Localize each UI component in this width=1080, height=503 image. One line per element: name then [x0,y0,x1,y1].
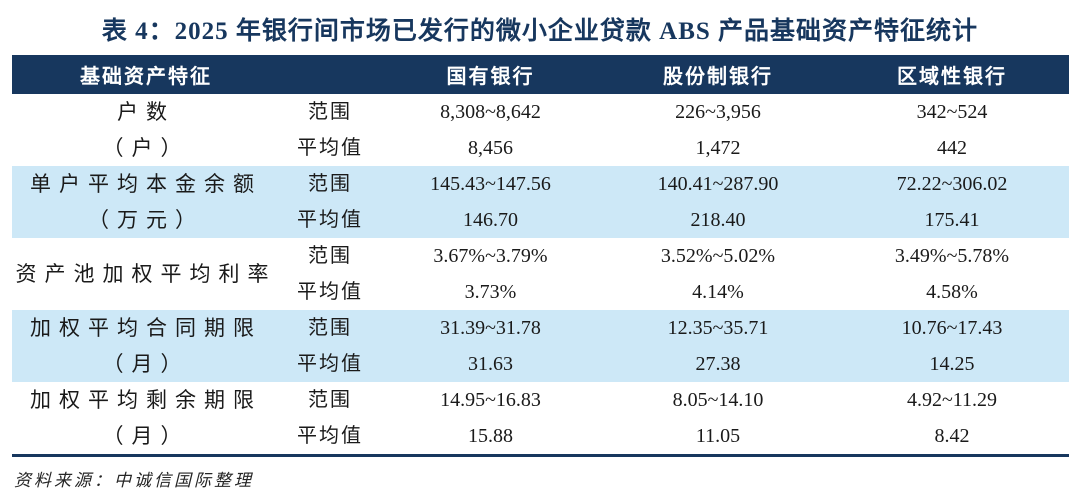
table-header-row: 基础资产特征 国有银行 股份制银行 区域性银行 [12,55,1069,94]
value-cell: 15.88 [380,418,601,456]
row-group-avg-principal-balance: 单户平均本金余额 （万元） 范围 145.43~147.56 140.41~28… [12,166,1069,238]
value-cell: 72.22~306.02 [835,166,1069,202]
value-cell: 442 [835,130,1069,166]
value-cell: 4.58% [835,274,1069,310]
value-cell: 3.67%~3.79% [380,238,601,274]
row-label-weighted-avg-contract-term: 加权平均合同期限 （月） [12,310,280,382]
row-label-unit: （月） [102,352,190,376]
value-cell: 8,308~8,642 [380,94,601,130]
table-title: 表 4：2025 年银行间市场已发行的微小企业贷款 ABS 产品基础资产特征统计 [101,18,979,45]
stat-label-avg: 平均值 [280,130,380,166]
row-label-household-count: 户数 （户） [12,94,280,166]
row-label-unit: （户） [102,136,190,160]
value-cell: 8,456 [380,130,601,166]
value-cell: 8.05~14.10 [601,382,835,418]
row-label-weighted-avg-rate: 资产池加权平均利率 [12,238,280,310]
column-header-stat [280,55,380,94]
stat-label-range: 范围 [280,166,380,202]
column-header-feature: 基础资产特征 [12,55,280,94]
table-row: 加权平均合同期限 （月） 范围 31.39~31.78 12.35~35.71 … [12,310,1069,382]
value-cell: 11.05 [601,418,835,456]
stat-label-avg: 平均值 [280,274,380,310]
table-row: 平均值 31.63 27.38 14.25 [12,346,1069,382]
value-cell: 14.25 [835,346,1069,382]
value-cell: 10.76~17.43 [835,310,1069,346]
value-cell: 31.63 [380,346,601,382]
table-container: 基础资产特征 国有银行 股份制银行 区域性银行 户数 （户） 范围 8,308~… [12,55,1069,457]
table-row: 单户平均本金余额 （万元） 范围 145.43~147.56 140.41~28… [12,166,1069,238]
row-label-name: 单户平均本金余额 [30,172,262,196]
table-row: 加权平均剩余期限 （月） 范围 14.95~16.83 8.05~14.10 4… [12,382,1069,456]
value-cell: 1,472 [601,130,835,166]
row-label-unit: （万元） [88,208,204,232]
stat-label-range: 范围 [280,94,380,130]
stat-label-avg: 平均值 [280,418,380,456]
table-row: 资产池加权平均利率 范围 3.67%~3.79% 3.52%~5.02% 3.4… [12,238,1069,310]
stat-label-range: 范围 [280,310,380,346]
value-cell: 146.70 [380,202,601,238]
row-label-unit: （月） [102,424,190,448]
value-cell: 3.73% [380,274,601,310]
row-label-name: 资产池加权平均利率 [15,262,277,286]
value-cell: 4.14% [601,274,835,310]
column-header-state-owned-banks: 国有银行 [380,55,601,94]
value-cell: 14.95~16.83 [380,382,601,418]
table-row: 平均值 3.73% 4.14% 4.58% [12,274,1069,310]
asset-characteristics-table: 基础资产特征 国有银行 股份制银行 区域性银行 户数 （户） 范围 8,308~… [12,55,1069,457]
row-group-household-count: 户数 （户） 范围 8,308~8,642 226~3,956 342~524 … [12,94,1069,166]
value-cell: 342~524 [835,94,1069,130]
column-header-joint-stock-banks: 股份制银行 [601,55,835,94]
value-cell: 27.38 [601,346,835,382]
value-cell: 4.92~11.29 [835,382,1069,418]
stat-label-range: 范围 [280,238,380,274]
stat-label-avg: 平均值 [280,346,380,382]
table-row: 平均值 146.70 218.40 175.41 [12,202,1069,238]
value-cell: 218.40 [601,202,835,238]
row-group-weighted-avg-remaining-term: 加权平均剩余期限 （月） 范围 14.95~16.83 8.05~14.10 4… [12,382,1069,456]
row-label-name: 户数 [117,100,175,124]
stat-label-range: 范围 [280,382,380,418]
value-cell: 3.52%~5.02% [601,238,835,274]
value-cell: 145.43~147.56 [380,166,601,202]
row-group-weighted-avg-rate: 资产池加权平均利率 范围 3.67%~3.79% 3.52%~5.02% 3.4… [12,238,1069,310]
value-cell: 140.41~287.90 [601,166,835,202]
column-header-regional-banks: 区域性银行 [835,55,1069,94]
table-row: 户数 （户） 范围 8,308~8,642 226~3,956 342~524 [12,94,1069,166]
value-cell: 31.39~31.78 [380,310,601,346]
value-cell: 175.41 [835,202,1069,238]
row-label-name: 加权平均剩余期限 [30,388,262,412]
table-row: 平均值 8,456 1,472 442 [12,130,1069,166]
value-cell: 12.35~35.71 [601,310,835,346]
row-label-avg-principal-balance: 单户平均本金余额 （万元） [12,166,280,238]
row-label-name: 加权平均合同期限 [30,316,262,340]
row-group-weighted-avg-contract-term: 加权平均合同期限 （月） 范围 31.39~31.78 12.35~35.71 … [12,310,1069,382]
stat-label-avg: 平均值 [280,202,380,238]
table-row: 平均值 15.88 11.05 8.42 [12,418,1069,456]
value-cell: 226~3,956 [601,94,835,130]
value-cell: 3.49%~5.78% [835,238,1069,274]
row-label-weighted-avg-remaining-term: 加权平均剩余期限 （月） [12,382,280,456]
source-note: 资料来源：中诚信国际整理 [14,471,254,490]
value-cell: 8.42 [835,418,1069,456]
